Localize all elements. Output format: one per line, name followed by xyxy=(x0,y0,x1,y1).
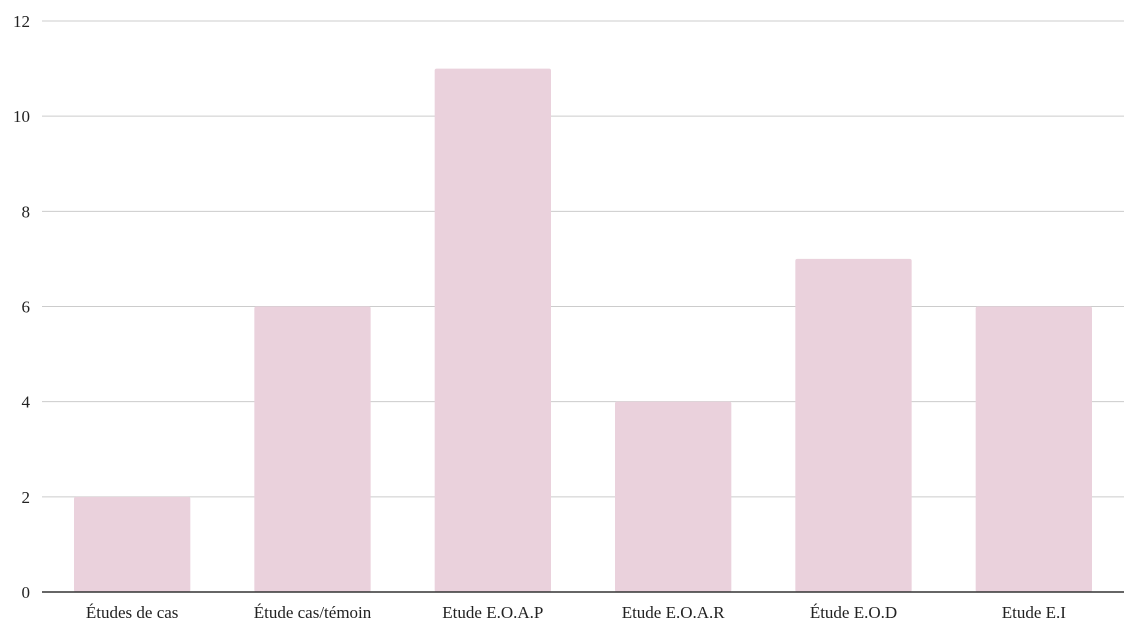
x-tick-label: Étude E.O.D xyxy=(810,603,897,622)
bar xyxy=(975,306,1092,592)
y-tick-label: 2 xyxy=(22,488,31,507)
x-tick-label: Étude cas/témoin xyxy=(254,603,372,622)
y-tick-label: 8 xyxy=(22,202,31,221)
x-tick-label: Etude E.I xyxy=(1002,603,1067,622)
bar xyxy=(254,306,371,592)
bar xyxy=(615,401,732,592)
bar xyxy=(434,68,551,593)
y-tick-label: 6 xyxy=(22,298,31,317)
y-tick-label: 0 xyxy=(22,583,31,602)
gridlines xyxy=(42,20,1124,498)
bar xyxy=(795,258,912,592)
x-axis-tick-labels: Études de cas Étude cas/témoin Etude E.O.A… xyxy=(86,603,1066,622)
x-tick-label: Etude E.O.A.P xyxy=(442,603,543,622)
y-tick-label: 12 xyxy=(13,12,30,31)
bars xyxy=(74,68,1092,593)
y-axis-tick-labels: 0 2 4 6 8 10 12 xyxy=(13,12,31,602)
bar xyxy=(74,496,191,592)
y-tick-label: 4 xyxy=(22,393,31,412)
y-tick-label: 10 xyxy=(13,107,30,126)
x-tick-label: Etude E.O.A.R xyxy=(622,603,726,622)
x-tick-label: Études de cas xyxy=(86,603,179,622)
